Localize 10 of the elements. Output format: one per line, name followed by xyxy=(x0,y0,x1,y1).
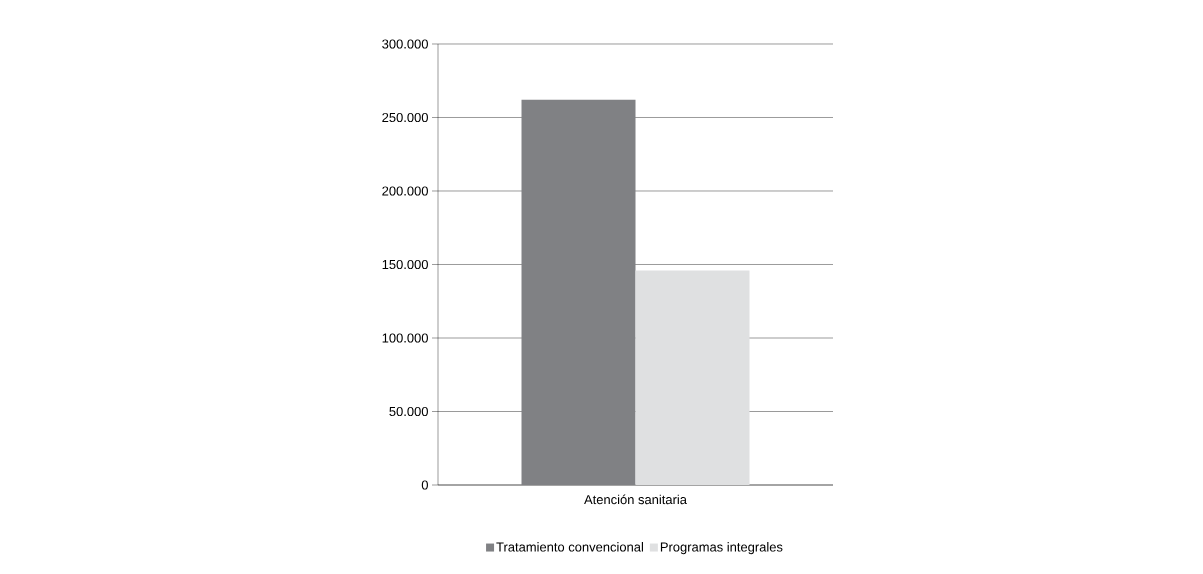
legend-label: Programas integrales xyxy=(660,542,783,555)
legend-label: Tratamiento convencional xyxy=(496,542,643,552)
y-tick-label: 0 xyxy=(421,480,428,490)
y-tick-label: 250.000 xyxy=(382,112,428,123)
y-tick-label: 150.000 xyxy=(382,259,428,270)
y-tick-label: 300.000 xyxy=(382,39,428,49)
y-tick-label: 100.000 xyxy=(382,333,428,343)
y-tick-label: 50.000 xyxy=(389,406,428,417)
x-tick-label: Atención sanitaria xyxy=(584,494,687,505)
y-tick-label: 200.000 xyxy=(382,186,428,196)
